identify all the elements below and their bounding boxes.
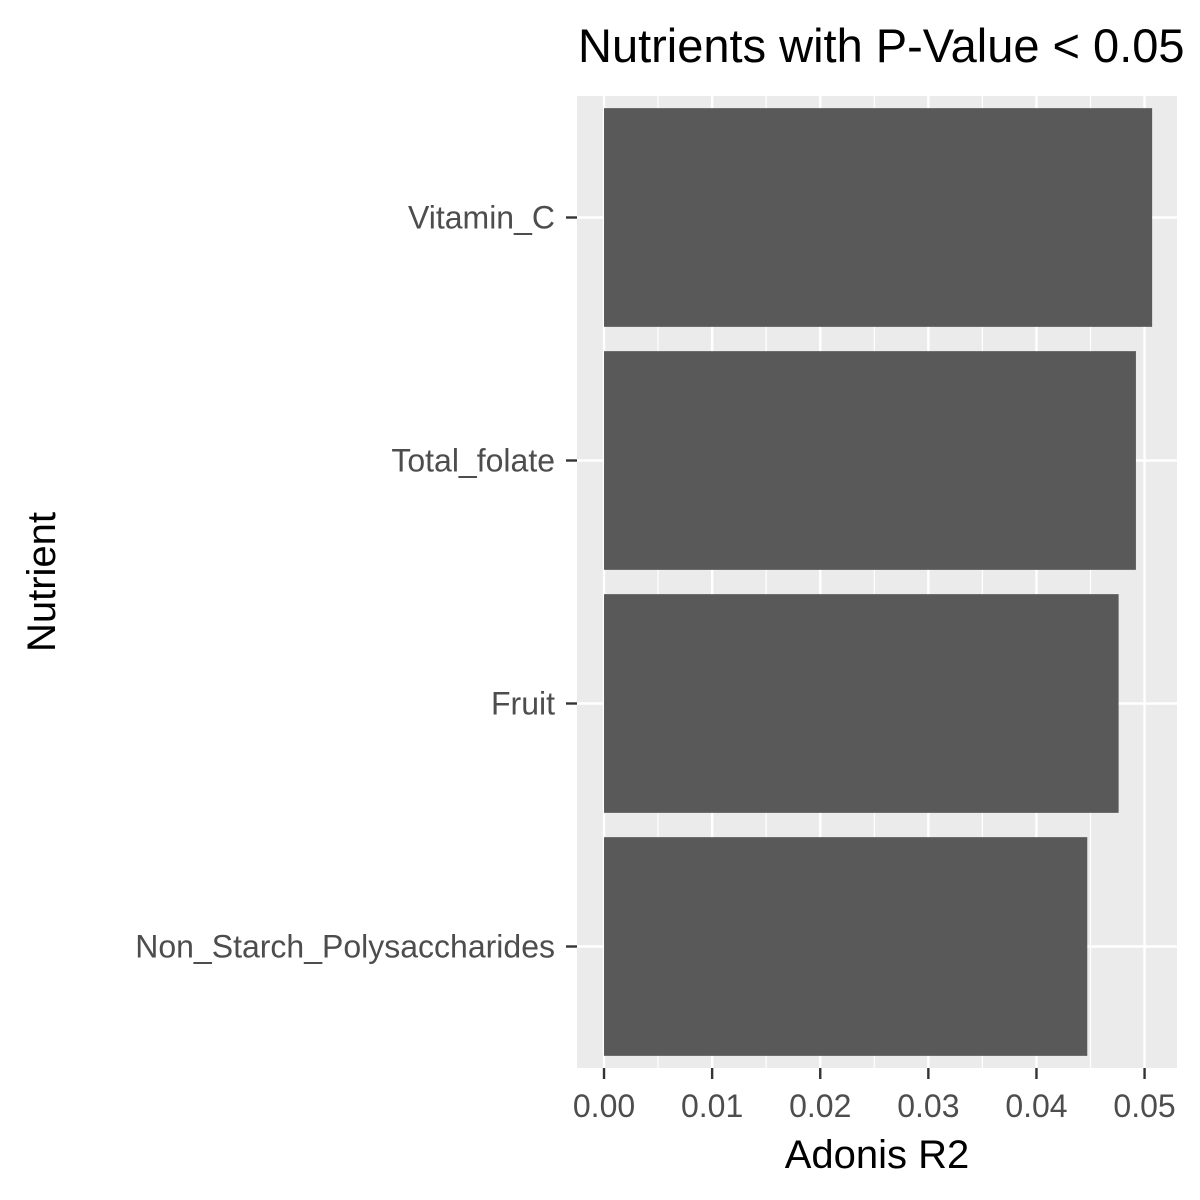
x-tick-label: 0.02	[789, 1088, 851, 1124]
x-axis: 0.00 0.01 0.02 0.03 0.04 0.05	[573, 1068, 1176, 1124]
y-tick-label: Total_folate	[391, 443, 555, 479]
y-tick-label: Vitamin_C	[408, 200, 555, 236]
bars	[604, 108, 1153, 1056]
y-axis: Vitamin_C Total_folate Fruit Non_Starch_Pol…	[135, 200, 577, 965]
y-tick-label: Non_Starch_Polysaccharides	[135, 929, 555, 965]
y-tick-label: Fruit	[491, 686, 555, 722]
x-tick-label: 0.03	[897, 1088, 959, 1124]
bar-vitamin-c	[604, 108, 1153, 327]
bar-non-starch-polysaccharides	[604, 837, 1088, 1056]
x-tick-label: 0.00	[573, 1088, 635, 1124]
bar-total-folate	[604, 351, 1136, 570]
bar-fruit	[604, 594, 1119, 813]
x-tick-label: 0.04	[1005, 1088, 1067, 1124]
x-tick-label: 0.01	[681, 1088, 743, 1124]
chart-title: Nutrients with P-Value < 0.05	[578, 19, 1185, 72]
x-axis-title: Adonis R2	[785, 1133, 970, 1177]
x-tick-label: 0.05	[1113, 1088, 1175, 1124]
y-axis-title: Nutrient	[20, 512, 64, 652]
